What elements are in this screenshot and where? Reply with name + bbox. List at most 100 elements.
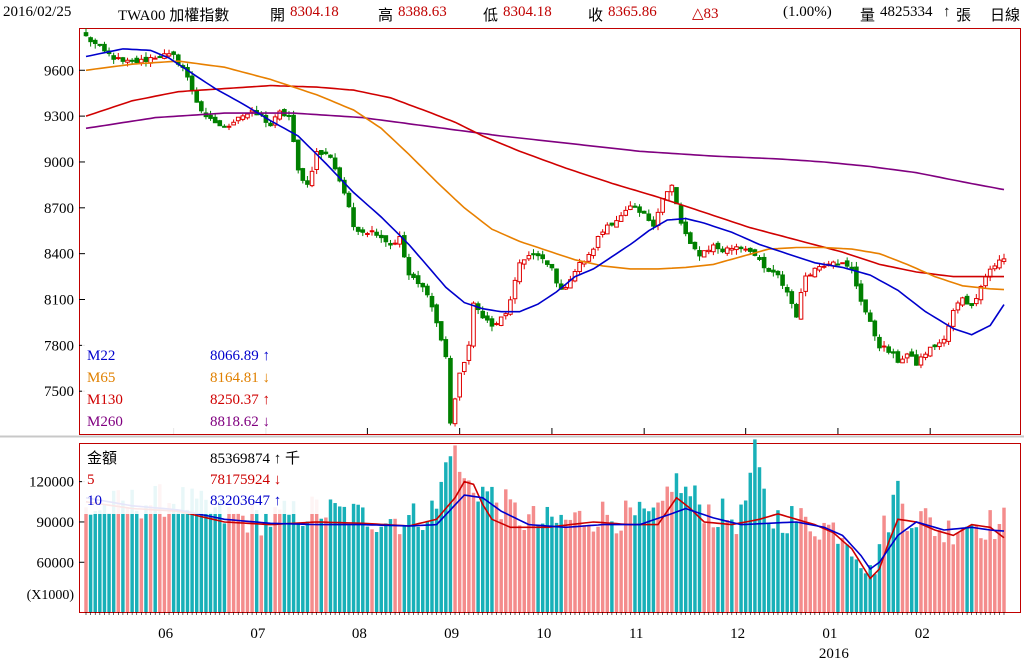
volume-bar [181, 487, 185, 612]
volume-bar [347, 525, 351, 612]
volume-bar [988, 510, 992, 612]
volume-bar [365, 526, 370, 612]
candle-body [212, 116, 218, 124]
candle-body [909, 351, 915, 357]
volume-bar [421, 530, 425, 612]
volume-bar [328, 499, 333, 612]
volume-ma10-line [85, 494, 1005, 571]
candle-body [688, 232, 693, 244]
volume-bar [167, 502, 171, 612]
volume-bar [623, 500, 628, 612]
volume-bar [208, 512, 213, 612]
candle-body [641, 210, 647, 214]
volume-bar [356, 504, 360, 612]
close-label: 收 [588, 8, 604, 24]
volume-bar [554, 522, 559, 612]
volume-bar [647, 511, 651, 612]
candle-body [411, 273, 416, 279]
volume-bar [384, 523, 388, 612]
candle-body [434, 304, 439, 324]
volume-bar [573, 512, 577, 612]
candle-body [374, 231, 379, 236]
volume-bars [84, 439, 1006, 612]
change-value: △83 [692, 6, 719, 22]
volume-bar [199, 490, 204, 612]
candle-body [392, 242, 398, 245]
candle-body [134, 57, 140, 63]
volume-tick-label: 60000 [37, 555, 75, 571]
candle-body [697, 250, 702, 257]
candle-body [632, 205, 638, 208]
candle-body [129, 59, 135, 62]
moving-average-lines [85, 48, 1005, 336]
candle-body [835, 263, 841, 266]
candle-body [918, 356, 924, 366]
volume-bar [642, 508, 646, 612]
candle-body [199, 101, 204, 112]
volume-legend-value: 78175924 ↓ [210, 472, 281, 488]
candle-body [664, 191, 670, 201]
candle-body [706, 249, 712, 253]
candle-body [471, 302, 476, 347]
candle-body [489, 318, 495, 327]
price-tick-label: 7800 [44, 338, 74, 354]
volume-bar [785, 533, 789, 612]
volume-bar [730, 519, 734, 612]
price-tick-label: 7500 [44, 384, 74, 400]
volume-bar [144, 505, 148, 612]
volume-bar [771, 528, 776, 612]
candle-body [771, 269, 776, 273]
volume-bar [457, 471, 462, 612]
candle-body [457, 372, 462, 398]
candle-body [139, 58, 144, 64]
volume-bar [716, 527, 720, 612]
candle-body [526, 255, 532, 260]
volume-bar [665, 486, 669, 612]
volume-bar [416, 526, 420, 612]
volume-bar [540, 523, 545, 612]
volume-bar [702, 523, 706, 612]
volume-bar [278, 509, 282, 612]
candle-body [102, 43, 107, 52]
volume-bar [162, 516, 167, 612]
volume-bar [919, 511, 923, 612]
volume-bar [813, 536, 817, 612]
volume-bar [577, 510, 582, 612]
candle-body [655, 211, 661, 226]
candle-body [92, 39, 98, 44]
candle-body [125, 59, 130, 63]
candle-body [245, 113, 250, 119]
volume-bar [882, 515, 886, 612]
x-tick-label: 07 [250, 626, 266, 642]
volume-bar [370, 529, 374, 612]
candle-body [711, 244, 716, 253]
volume-bar [817, 539, 822, 612]
price-legend-background [82, 344, 302, 434]
candle-body [844, 260, 850, 267]
volume-bar [688, 496, 693, 612]
candle-body [535, 253, 541, 257]
volume-bar [979, 538, 983, 612]
candle-body [438, 321, 444, 341]
candle-body [669, 184, 675, 193]
volume-bar [444, 462, 448, 612]
candle-body [189, 75, 195, 91]
candle-body [812, 267, 818, 278]
volume-bar [854, 559, 859, 612]
candle-body [932, 344, 938, 348]
volume-bar [471, 492, 476, 612]
legend-value-m130: 8250.37 ↑ [210, 392, 270, 408]
volume-bar [453, 445, 457, 612]
volume-bar [859, 568, 863, 612]
volume-bar [734, 534, 739, 612]
volume-bar [531, 506, 536, 612]
volume-bar [522, 529, 526, 612]
open-label: 開 [270, 8, 286, 24]
candle-body [397, 236, 402, 245]
volume-bar [536, 525, 540, 612]
volume-bar [637, 501, 642, 612]
volume-bar [896, 480, 900, 612]
volume-bar [983, 539, 988, 612]
candle-body [798, 292, 804, 320]
